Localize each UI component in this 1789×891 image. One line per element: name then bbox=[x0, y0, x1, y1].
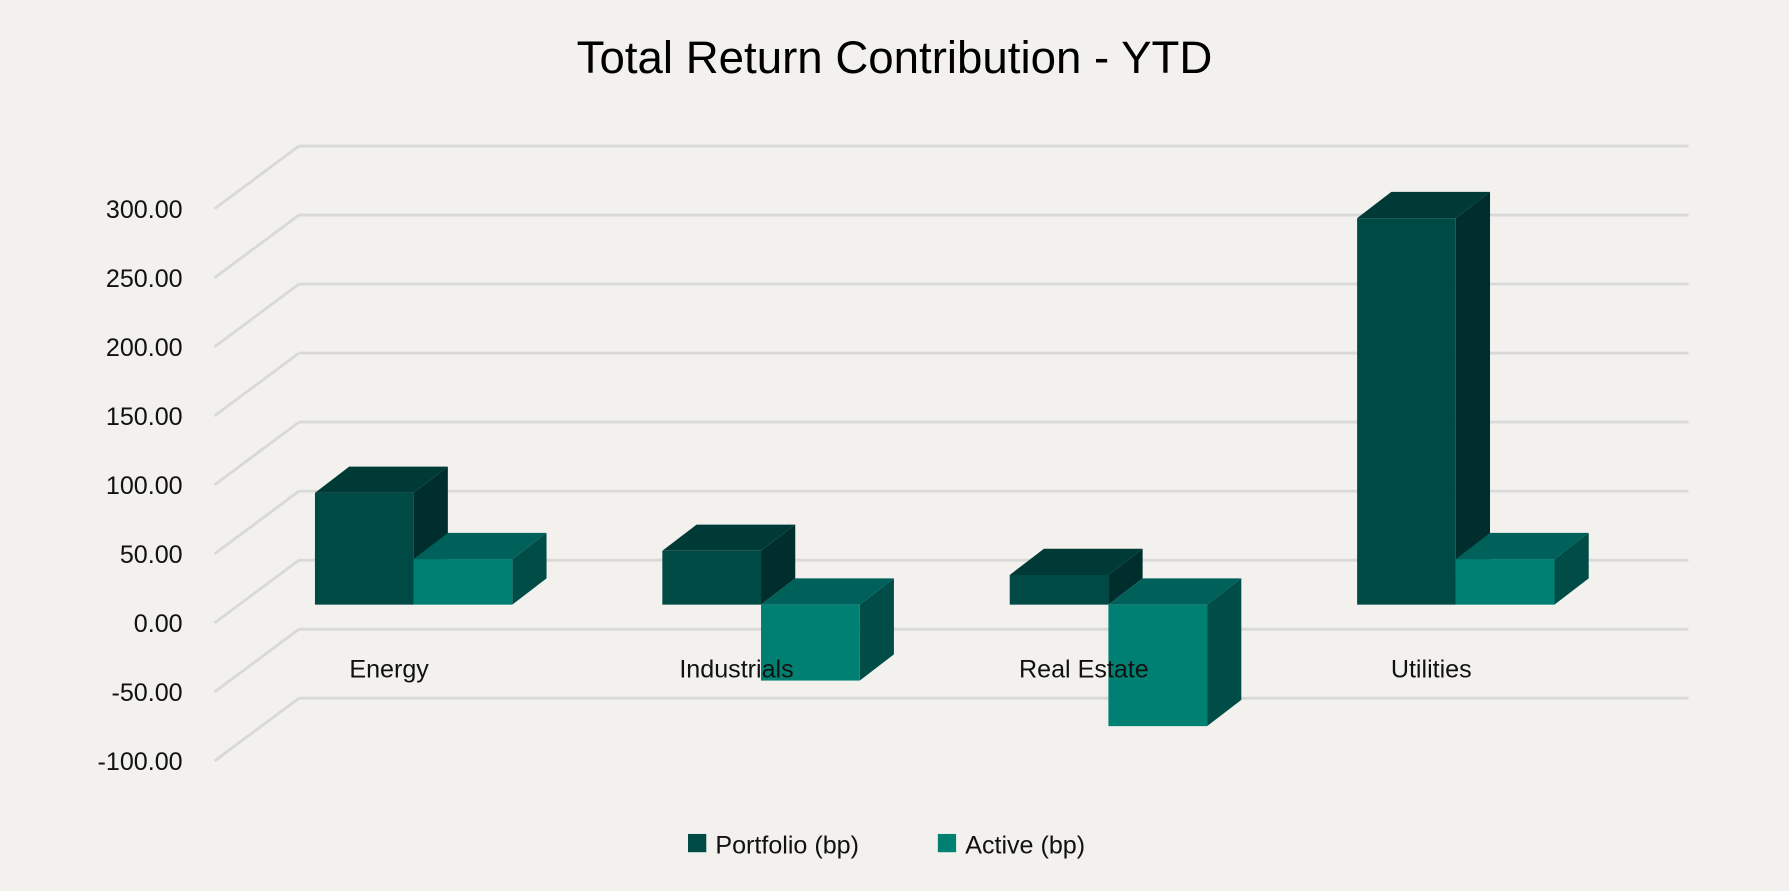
bar-energy-active bbox=[413, 532, 547, 605]
bar-top-face bbox=[662, 524, 796, 551]
y-tick-label: 100.00 bbox=[106, 472, 183, 500]
gridline-floor-diagonal bbox=[213, 213, 300, 279]
bar-side-face bbox=[1108, 548, 1143, 605]
y-tick-label: 50.00 bbox=[120, 541, 183, 569]
legend-label: Active (bp) bbox=[965, 831, 1085, 859]
category-labels: Energy Industrials Real Estate Utilities bbox=[349, 656, 1471, 684]
bar-front-face bbox=[314, 492, 414, 605]
bar-utilities-active bbox=[1455, 532, 1589, 605]
bar-energy-portfolio bbox=[314, 466, 448, 605]
bar-top-face bbox=[761, 578, 894, 605]
bar-front-face bbox=[662, 550, 762, 605]
bar-side-face bbox=[1554, 532, 1589, 605]
legend-swatch bbox=[688, 833, 707, 853]
y-tick-label: 150.00 bbox=[106, 403, 183, 431]
y-tick-label: 300.00 bbox=[106, 196, 183, 224]
category-label: Real Estate bbox=[1019, 656, 1149, 684]
bar-real-estate-active bbox=[1108, 578, 1242, 727]
bar-front-face bbox=[1108, 604, 1208, 727]
category-label: Industrials bbox=[679, 656, 793, 684]
y-tick-label: -100.00 bbox=[98, 748, 183, 776]
y-tick-label: 0.00 bbox=[134, 610, 183, 638]
gridline-floor-diagonal bbox=[213, 628, 300, 694]
gridline-floor-diagonal bbox=[213, 559, 300, 625]
gridline-floor-diagonal bbox=[213, 489, 300, 556]
bar-side-face bbox=[859, 578, 894, 681]
category-label: Energy bbox=[349, 656, 429, 684]
bar-side-face bbox=[1455, 191, 1491, 605]
bar-top-face bbox=[1009, 548, 1143, 575]
y-tick-label: -50.00 bbox=[112, 679, 183, 707]
legend: Portfolio (bp) Active (bp) bbox=[688, 831, 1085, 859]
bar-front-face bbox=[1009, 574, 1109, 605]
y-axis-ticks: -100.00 -50.00 0.00 50.00 100.00 150.00 200.00… bbox=[98, 196, 183, 776]
gridline-floor-diagonal bbox=[213, 351, 300, 417]
bars bbox=[314, 191, 1589, 727]
bar-front-face bbox=[761, 604, 860, 681]
gridline-floor-diagonal bbox=[213, 697, 300, 763]
legend-label: Portfolio (bp) bbox=[715, 831, 859, 859]
bar-side-face bbox=[1207, 578, 1242, 727]
bar-front-face bbox=[1357, 218, 1456, 605]
bar-industrials-portfolio bbox=[662, 524, 796, 605]
bar-utilities-portfolio bbox=[1357, 191, 1491, 605]
gridline-floor-diagonal bbox=[213, 282, 300, 348]
bar-top-face bbox=[413, 532, 547, 560]
gridline-floor-diagonal bbox=[213, 420, 300, 487]
y-tick-label: 250.00 bbox=[106, 265, 183, 293]
bar-top-face bbox=[1357, 191, 1491, 219]
bar-real-estate-portfolio bbox=[1009, 548, 1143, 605]
bar-top-face bbox=[1455, 532, 1589, 560]
legend-swatch bbox=[937, 833, 957, 853]
bar-front-face bbox=[1455, 559, 1555, 605]
bar-front-face bbox=[413, 559, 513, 605]
bar-side-face bbox=[761, 524, 796, 605]
y-tick-label: 200.00 bbox=[106, 334, 183, 362]
bar-side-face bbox=[512, 532, 547, 605]
bar-top-face bbox=[1108, 578, 1242, 605]
chart-title: Total Return Contribution - YTD bbox=[577, 32, 1213, 83]
bar-industrials-active bbox=[761, 578, 894, 681]
bar-top-face bbox=[314, 466, 448, 493]
category-label: Utilities bbox=[1391, 656, 1472, 684]
gridline-floor-diagonal bbox=[213, 144, 300, 210]
